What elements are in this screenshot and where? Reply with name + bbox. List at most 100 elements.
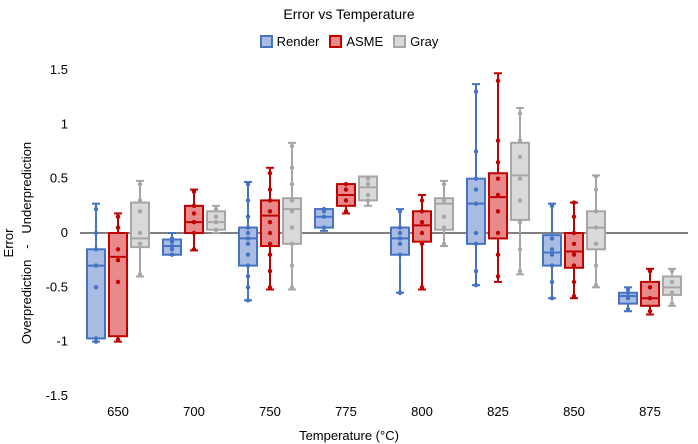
legend-item-render: Render [259,34,319,49]
box-asme [564,232,584,269]
data-point-asme [343,198,349,203]
data-point-render [397,236,403,241]
data-point-gray [593,209,599,214]
data-point-render [397,241,403,247]
data-point-render [549,247,555,252]
data-point-asme [343,187,349,192]
data-point-render [473,176,479,181]
data-point-asme [571,279,577,285]
data-point-asme [419,241,425,247]
data-point-render [625,290,631,295]
x-tick-label: 875 [639,404,661,419]
data-point-gray [517,111,523,116]
data-point-render [93,263,99,268]
data-point-render [245,198,251,203]
data-point-render [473,187,479,192]
legend-swatch-asme [329,35,343,48]
data-point-gray [137,209,143,214]
data-point-render [321,206,327,212]
data-point-asme [115,247,121,252]
data-point-render [169,236,175,241]
legend-swatch-render [259,35,273,48]
y-tick-label: 0 [61,225,68,240]
data-point-gray [365,198,371,203]
data-point-render [245,298,251,303]
data-point-render [169,243,175,249]
data-point-asme [267,285,273,290]
data-point-asme [191,230,197,236]
data-point-asme [495,176,501,181]
data-point-asme [191,247,197,252]
data-point-asme [647,309,653,314]
data-point-render [245,241,251,247]
data-point-asme [267,230,273,236]
y-tick-label: -1 [56,334,68,349]
data-point-asme [343,209,349,214]
data-point-render [245,230,251,236]
y-tick-label: 1 [61,116,68,131]
data-point-asme [495,78,501,84]
data-point-gray [669,301,675,306]
data-point-render [473,241,479,247]
data-point-asme [191,211,197,216]
data-point-render [625,296,631,301]
data-point-gray [137,272,143,277]
data-point-asme [495,230,501,236]
data-point-asme [267,187,273,192]
data-point-render [93,336,99,341]
data-point-asme [343,181,349,187]
data-point-render [169,247,175,252]
data-point-asme [647,268,653,274]
data-point-render [473,268,479,274]
legend-swatch-gray [393,35,407,48]
data-point-render [93,206,99,212]
data-point-asme [495,160,501,165]
data-point-render [473,89,479,94]
data-point-render [169,239,175,244]
data-point-render [397,209,403,214]
data-point-gray [517,176,523,181]
data-point-render [245,236,251,241]
data-point-gray [517,268,523,274]
data-point-gray [593,263,599,268]
data-point-asme [191,203,197,209]
data-point-gray [441,181,447,187]
data-point-asme [419,209,425,214]
data-point-render [245,225,251,230]
box-render [86,248,106,340]
data-point-render [397,225,403,230]
data-point-asme [267,171,273,176]
y-tick-label: -1.5 [46,388,68,403]
y-tick-label: -0.5 [46,279,68,294]
data-point-render [245,285,251,290]
data-point-gray [593,174,599,179]
data-point-asme [571,263,577,268]
legend: Render ASME Gray [0,34,698,49]
data-point-gray [441,241,447,247]
data-point-gray [213,214,219,219]
data-point-render [397,252,403,257]
x-tick-label: 850 [563,404,585,419]
x-tick-label: 650 [107,404,129,419]
data-point-gray [213,206,219,212]
data-point-asme [571,252,577,257]
x-axis-label: Temperature (°C) [299,428,399,443]
data-point-gray [137,198,143,203]
data-point-render [549,263,555,268]
data-point-render [245,181,251,187]
data-point-asme [647,285,653,290]
data-point-asme [571,241,577,247]
data-point-asme [267,209,273,214]
data-point-render [397,230,403,236]
data-point-render [245,214,251,219]
box-asme [488,172,508,240]
box-asme [108,232,128,338]
data-point-asme [495,274,501,279]
data-point-gray [593,241,599,247]
data-point-render [93,247,99,252]
data-point-render [321,214,327,219]
x-tick-label: 750 [259,404,281,419]
x-tick-label: 775 [335,404,357,419]
data-point-gray [289,263,295,268]
